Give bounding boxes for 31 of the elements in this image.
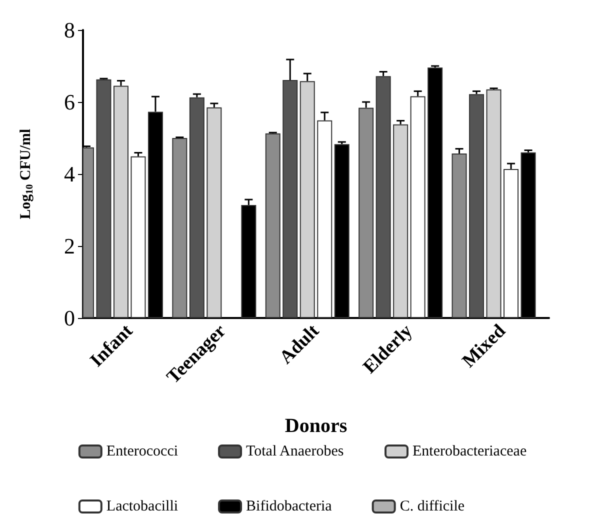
bar: [504, 168, 519, 318]
bar: [206, 107, 222, 318]
bar: [265, 133, 280, 318]
legend-label: C. difficile: [400, 498, 465, 514]
bar: [282, 80, 298, 318]
legend-label: Bifidobacteria: [246, 498, 332, 514]
bar: [452, 153, 467, 318]
bar: [393, 124, 408, 318]
legend-label: Lactobacilli: [106, 498, 178, 514]
bar: [317, 120, 332, 318]
legend-label: Enterococci: [106, 444, 178, 460]
y-tick-label: 4: [64, 162, 75, 186]
bar: [189, 97, 204, 318]
bar: [113, 86, 128, 318]
x-axis-title: Donors: [284, 415, 348, 437]
bar: [410, 96, 426, 318]
bar: [130, 156, 146, 318]
y-tick-label: 6: [64, 90, 75, 114]
bar: [486, 89, 502, 318]
y-tick-label: 0: [64, 306, 75, 330]
y-axis-title: Log10 CFU/ml: [18, 128, 36, 220]
y-tick-label: 8: [64, 18, 75, 42]
bar: [358, 108, 374, 318]
y-tick-label: 2: [64, 234, 75, 258]
bar: [469, 94, 484, 318]
bar: [96, 79, 112, 318]
bar: [376, 76, 391, 318]
bar: [172, 138, 188, 318]
legend-label: Enterobacteriaceae: [412, 444, 527, 460]
legend-label: Total Anaerobes: [246, 444, 344, 460]
bar: [300, 81, 315, 318]
